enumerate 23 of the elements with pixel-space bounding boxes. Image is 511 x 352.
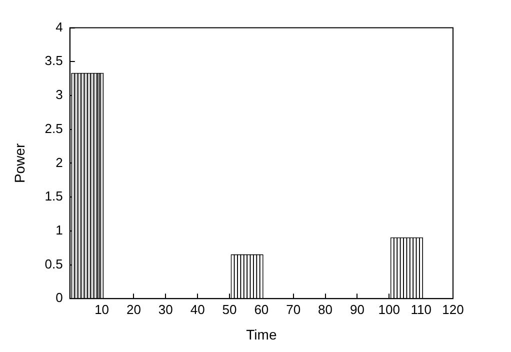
y-axis-title: Power xyxy=(11,143,28,184)
y-tick-label: 3.5 xyxy=(44,53,63,68)
y-tick-label: 2.5 xyxy=(44,120,63,136)
x-tick-label: 100 xyxy=(378,302,400,317)
x-tick-label: 80 xyxy=(318,302,333,317)
y-tick-label: 4 xyxy=(56,19,63,34)
x-tick-label: 30 xyxy=(158,302,173,317)
y-tick-label: 3 xyxy=(56,87,63,102)
y-tick-label: 1 xyxy=(56,222,63,238)
x-tick-label: 70 xyxy=(286,302,301,317)
y-tick-label: 1.5 xyxy=(44,188,63,204)
x-tick-label: 50 xyxy=(222,302,237,317)
x-tick-label: 40 xyxy=(190,302,205,317)
x-tick-label: 90 xyxy=(350,302,364,317)
x-tick-label: 60 xyxy=(254,302,269,317)
y-tick-label: 0 xyxy=(56,290,63,306)
x-tick-label: 10 xyxy=(94,302,110,317)
y-tick-label: 0.5 xyxy=(44,256,63,272)
y-tick-label: 2 xyxy=(56,154,63,170)
x-axis-title: Time xyxy=(246,326,277,342)
x-tick-label: 110 xyxy=(410,302,432,317)
x-tick-label: 120 xyxy=(442,302,464,317)
x-tick-label: 20 xyxy=(126,302,141,317)
